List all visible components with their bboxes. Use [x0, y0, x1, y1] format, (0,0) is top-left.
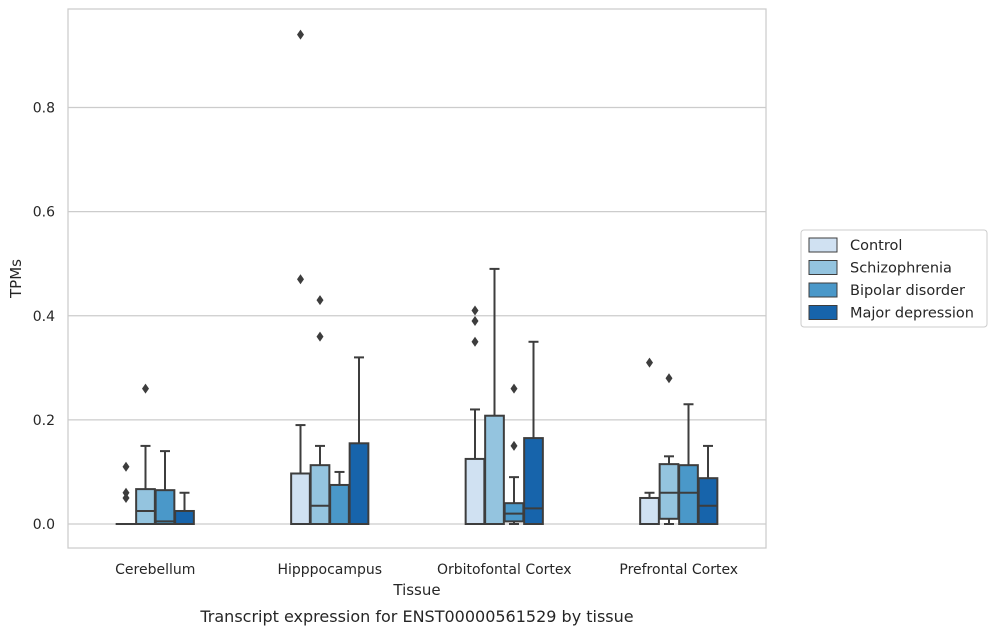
box	[348, 442, 370, 526]
legend-label: Bipolar disorder	[850, 283, 965, 299]
box-group	[523, 340, 544, 525]
legend-label: Schizophrenia	[850, 261, 952, 277]
legend-swatch	[808, 237, 838, 253]
outlier-point	[316, 295, 324, 306]
y-tick-labels: 0.0 0.2 0.4 0.6 0.8	[33, 101, 55, 534]
legend-swatch	[808, 305, 838, 320]
box-group	[658, 373, 680, 525]
legend-items: Control Schizophrenia Bipolar disorder Majo…	[808, 237, 974, 322]
box-plots	[115, 29, 719, 526]
outlier-point	[510, 383, 518, 394]
box-group	[348, 356, 370, 526]
x-tick-label: Prefrontal Cortex	[619, 562, 738, 578]
grid-lines	[68, 106, 766, 525]
outlier-point	[297, 29, 304, 40]
box-group	[697, 444, 719, 525]
outlier-point	[510, 440, 518, 451]
x-axis-label: Tissue	[392, 581, 440, 599]
box	[697, 477, 719, 525]
box	[329, 483, 350, 525]
box	[678, 464, 699, 525]
box-group	[464, 305, 486, 525]
legend-swatch	[808, 260, 838, 275]
x-tick-label: Cerebellum	[115, 562, 195, 578]
box-group	[678, 403, 699, 525]
box	[464, 457, 486, 525]
box	[523, 437, 544, 525]
box	[135, 488, 156, 526]
box-group	[484, 267, 505, 525]
outlier-point	[646, 357, 653, 368]
outlier-point	[122, 461, 130, 472]
legend-swatch	[808, 282, 838, 298]
box	[309, 464, 331, 525]
outlier-point	[316, 331, 324, 342]
box	[639, 496, 660, 525]
y-tick-label: 0.4	[33, 309, 55, 325]
outlier-point	[471, 305, 479, 316]
y-tick-label: 0.2	[33, 413, 55, 429]
legend-label: Control	[850, 238, 902, 254]
plot-frame	[67, 8, 767, 549]
legend: Control Schizophrenia Bipolar disorder Majo…	[800, 229, 988, 328]
x-tick-label: Hipppocampus	[277, 562, 382, 578]
x-tick-label: Orbitofontal Cortex	[437, 562, 572, 578]
outlier-point	[471, 315, 479, 326]
box	[174, 509, 195, 525]
box-group	[329, 470, 350, 525]
box-group	[503, 383, 525, 525]
y-tick-label: 0.0	[33, 517, 55, 533]
legend-label: Major depression	[850, 306, 974, 322]
outlier-point	[142, 383, 149, 394]
outlier-point	[122, 487, 130, 498]
box-group	[115, 461, 137, 526]
box	[154, 489, 176, 525]
box	[503, 502, 525, 523]
box	[290, 472, 311, 526]
outlier-point	[665, 373, 673, 384]
box	[484, 414, 505, 525]
box-group	[174, 491, 195, 525]
box-group	[309, 295, 331, 525]
chart-caption: Transcript expression for ENST0000056152…	[199, 607, 633, 626]
box	[658, 463, 680, 520]
legend-frame	[800, 229, 988, 328]
box-group	[154, 450, 176, 525]
x-tick-labels: Cerebellum Hipppocampus Orbitofontal Corte…	[115, 562, 738, 578]
outlier-point	[122, 492, 130, 503]
y-axis-label: TPMs	[7, 259, 25, 299]
outlier-point	[297, 274, 304, 285]
outlier-point	[471, 336, 479, 347]
box-group	[135, 383, 156, 526]
y-tick-label: 0.8	[33, 101, 55, 117]
box-group	[290, 29, 311, 526]
box-group	[639, 357, 660, 525]
y-tick-label: 0.6	[33, 205, 55, 221]
